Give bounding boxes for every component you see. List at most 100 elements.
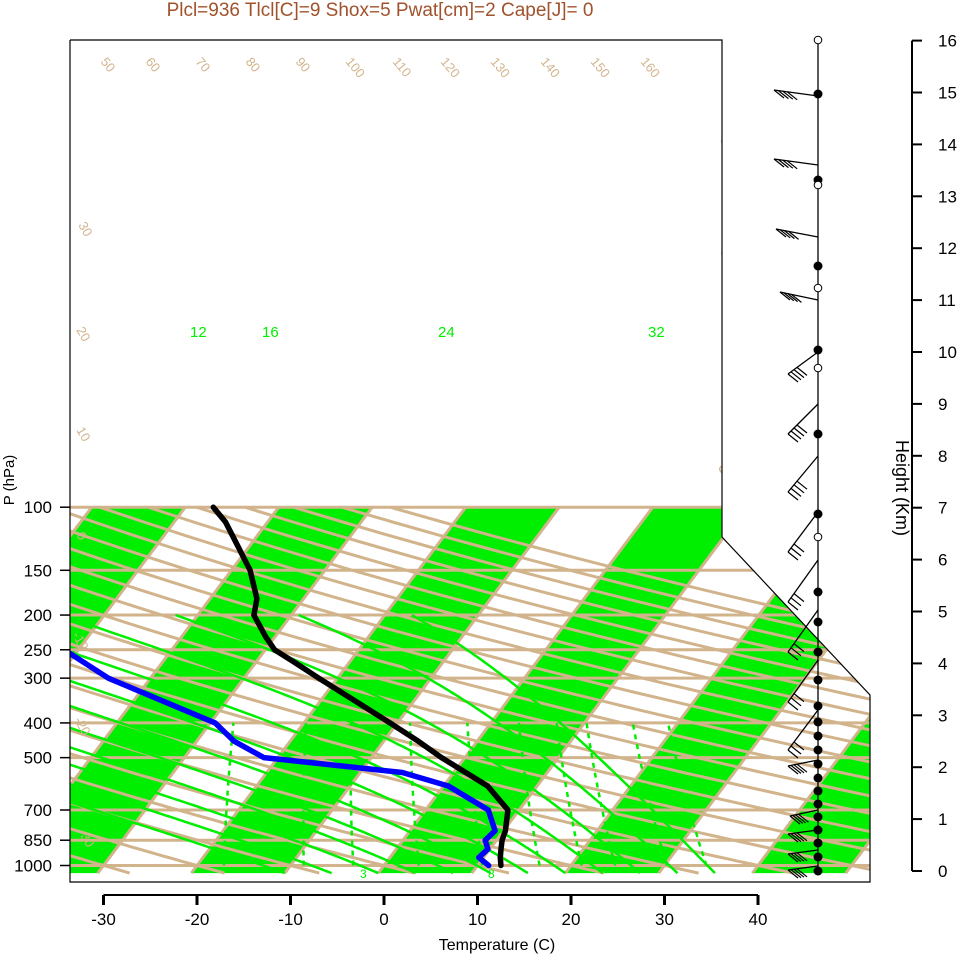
mixing-ratio-label: 3	[360, 867, 367, 881]
temperature-tick-label: 20	[562, 910, 581, 929]
moist-adiabat-label: 12	[190, 324, 207, 341]
pressure-tick-label: 250	[24, 641, 52, 660]
height-tick-label: 14	[938, 135, 957, 154]
wind-dot	[814, 262, 823, 271]
isotherm-label: 20	[73, 324, 93, 344]
pressure-axis-label: P (hPa)	[1, 455, 18, 506]
wind-feather	[791, 598, 801, 606]
wind-dot	[814, 853, 823, 862]
height-tick-label: 2	[938, 758, 947, 777]
height-tick-label: 7	[938, 499, 947, 518]
pressure-tick-label: 1000	[14, 857, 52, 876]
wind-dot	[814, 618, 823, 627]
wind-ring	[814, 284, 822, 292]
pressure-tick-label: 200	[24, 606, 52, 625]
wind-barb	[788, 512, 818, 552]
temperature-tick-label: -30	[91, 910, 116, 929]
dry-adiabat-label: 100	[343, 54, 368, 80]
pressure-tick-label: 850	[24, 831, 52, 850]
height-axis-label: Height (Km)	[892, 440, 912, 536]
wind-barb	[788, 352, 818, 374]
wind-feather	[797, 367, 807, 375]
moist-adiabat-label: 16	[262, 324, 279, 341]
wind-dot	[814, 800, 823, 809]
height-tick-label: 12	[938, 239, 957, 258]
pressure-tick-label: 100	[24, 498, 52, 517]
wind-feather	[791, 548, 801, 556]
wind-dot	[814, 732, 823, 741]
temperature-axis-label: Temperature (C)	[439, 937, 555, 954]
moist-adiabat-label: 32	[648, 324, 665, 341]
wind-barbs	[774, 36, 823, 878]
temperature-tick-label: -10	[278, 910, 303, 929]
pressure-axis: 100 150 200 250 300 400 500 700 850 1000	[14, 498, 70, 875]
dry-adiabat-label: 150	[588, 54, 613, 80]
temperature-tick-label: 40	[749, 910, 768, 929]
wind-dot	[814, 430, 823, 439]
wind-feather	[788, 374, 798, 382]
wind-feather	[791, 372, 801, 380]
height-tick-label: 8	[938, 447, 947, 466]
height-tick-label: 3	[938, 706, 947, 725]
dry-adiabat-label: 160	[638, 54, 663, 80]
temperature-axis: -30 -20 -10 0 10 20 30 40	[91, 895, 767, 929]
wind-dot	[814, 839, 823, 848]
dry-adiabat-label: 110	[390, 54, 415, 80]
dry-adiabat-label: 140	[538, 54, 563, 80]
dry-adiabat-label: 120	[438, 54, 463, 80]
pressure-tick-label: 150	[24, 561, 52, 580]
wind-dot	[814, 813, 823, 822]
mixing-ratio-label: 8	[488, 867, 495, 881]
wind-dot	[814, 718, 823, 727]
pressure-tick-label: 700	[24, 801, 52, 820]
wind-dot	[814, 702, 823, 711]
pressure-tick-label: 500	[24, 749, 52, 768]
height-tick-label: 1	[938, 810, 947, 829]
wind-barb	[776, 229, 818, 237]
isotherm-label-right: 30	[717, 126, 744, 153]
height-tick-label: 10	[938, 343, 957, 362]
dry-adiabat-label: 60	[143, 54, 164, 75]
dry-adiabat-label: 50	[98, 54, 119, 75]
dry-adiabat-label: 80	[243, 54, 264, 75]
wind-barb	[788, 560, 818, 602]
height-tick-label: 0	[938, 862, 947, 881]
dry-adiabat-label: 70	[193, 54, 214, 75]
height-tick-label: 4	[938, 654, 947, 673]
moist-adiabat-label: 24	[438, 324, 455, 341]
height-tick-label: 6	[938, 551, 947, 570]
wind-dot	[814, 774, 823, 783]
wind-feather	[794, 370, 804, 378]
isotherm-label-right: 30	[837, 648, 864, 675]
wind-dot	[814, 867, 823, 876]
wind-feather	[788, 552, 798, 560]
temperature-tick-label: 30	[655, 910, 674, 929]
wind-dot	[814, 588, 823, 597]
wind-feather	[794, 594, 804, 602]
wind-dot	[814, 787, 823, 796]
isotherm-label: 30	[75, 219, 95, 239]
wind-ring	[814, 181, 822, 189]
height-tick-label: 15	[938, 84, 957, 103]
wind-dot	[814, 746, 823, 755]
wind-ring	[814, 364, 822, 372]
wind-dot	[814, 346, 823, 355]
height-tick-label: 5	[938, 603, 947, 622]
temperature-tick-label: 10	[468, 910, 487, 929]
isotherm-label-right: 0	[715, 461, 736, 480]
isotherm-label-right: 10	[717, 346, 744, 373]
dry-adiabat-label: 90	[293, 54, 314, 75]
wind-dot	[814, 90, 823, 99]
pressure-tick-label: 400	[24, 714, 52, 733]
temperature-tick-label: 0	[379, 910, 388, 929]
height-tick-label: 11	[938, 291, 956, 310]
dry-adiabat-label: 130	[488, 54, 513, 80]
temperature-tick-label: -20	[185, 910, 210, 929]
pressure-tick-label: 300	[24, 669, 52, 688]
height-tick-label: 9	[938, 395, 947, 414]
wind-feather	[794, 544, 804, 552]
wind-ring	[814, 36, 822, 44]
isotherm-label-right: 20	[717, 238, 744, 265]
